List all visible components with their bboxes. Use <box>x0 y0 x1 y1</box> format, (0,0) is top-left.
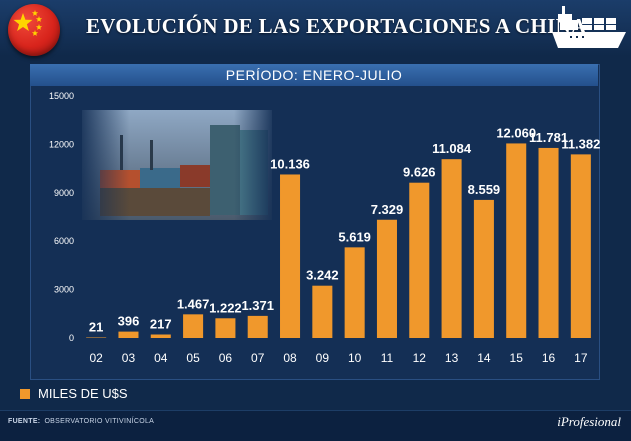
y-axis: 0 3000 6000 9000 12000 15000 <box>49 91 74 343</box>
source-text: OBSERVATORIO VITIVINÍCOLA <box>44 418 155 425</box>
data-label: 10.136 <box>270 156 310 171</box>
data-label: 12.060 <box>496 125 536 140</box>
bar <box>247 315 268 338</box>
page-title: EVOLUCIÓN DE LAS EXPORTACIONES A CHINA <box>86 14 587 38</box>
bar <box>441 159 462 338</box>
data-label: 217 <box>150 316 172 331</box>
x-tick-label: 08 <box>283 351 297 365</box>
x-tick-label: 17 <box>574 351 588 365</box>
y-tick-label: 6000 <box>54 236 74 246</box>
period-label: PERÍODO: ENERO-JULIO <box>30 64 598 86</box>
x-tick-label: 10 <box>348 351 362 365</box>
x-tick-label: 16 <box>542 351 556 365</box>
data-label: 11.781 <box>529 130 568 145</box>
bar <box>376 219 397 338</box>
x-axis: 02 03 04 05 06 07 08 09 10 11 12 13 14 15 16 17 <box>89 351 587 365</box>
x-tick-label: 11 <box>381 351 394 365</box>
bar <box>344 247 365 338</box>
bar <box>150 334 171 338</box>
container-port-photo <box>82 110 272 220</box>
x-tick-label: 06 <box>219 351 233 365</box>
x-tick-label: 07 <box>251 351 265 365</box>
bar <box>183 314 204 338</box>
data-label: 1.222 <box>209 300 242 315</box>
data-label: 21 <box>89 320 103 335</box>
bar <box>570 154 591 338</box>
data-label: 11.382 <box>561 136 600 151</box>
data-label: 1.371 <box>241 298 274 313</box>
value-labels: 21 396 217 1.467 1.222 1.371 10.136 3.242 5.6197… <box>89 125 600 334</box>
bar <box>473 199 494 338</box>
x-tick-label: 09 <box>316 351 330 365</box>
x-tick-label: 05 <box>186 351 200 365</box>
source-note: FUENTE: OBSERVATORIO VITIVINÍCOLA <box>8 418 154 425</box>
bar <box>538 147 559 338</box>
data-label: 3.242 <box>306 268 339 283</box>
y-tick-label: 3000 <box>54 285 74 295</box>
y-tick-label: 0 <box>69 333 74 343</box>
source-label: FUENTE: <box>8 418 41 425</box>
bar <box>118 331 139 338</box>
x-tick-label: 03 <box>122 351 136 365</box>
bars <box>86 143 591 338</box>
data-label: 7.329 <box>371 202 404 217</box>
x-tick-label: 12 <box>413 351 427 365</box>
x-tick-label: 02 <box>89 351 103 365</box>
y-tick-label: 9000 <box>54 188 74 198</box>
x-tick-label: 04 <box>154 351 168 365</box>
bar <box>506 143 527 338</box>
bar <box>280 174 301 338</box>
x-tick-label: 14 <box>477 351 491 365</box>
bar <box>312 285 333 338</box>
data-label: 9.626 <box>403 165 436 180</box>
legend: MILES DE U$S <box>20 386 128 402</box>
data-label: 396 <box>118 314 140 329</box>
data-label: 8.559 <box>468 182 501 197</box>
legend-label: MILES DE U$S <box>38 386 128 401</box>
y-tick-label: 15000 <box>49 91 74 101</box>
bar <box>86 337 107 338</box>
x-tick-label: 15 <box>510 351 524 365</box>
brand-logo: iProfesional <box>557 414 621 429</box>
y-tick-label: 12000 <box>49 139 74 149</box>
china-flag-icon <box>8 4 60 56</box>
header-bar <box>0 0 631 56</box>
bar <box>409 182 430 338</box>
x-tick-label: 13 <box>445 351 459 365</box>
bar <box>215 318 236 338</box>
cargo-ship-icon <box>548 4 628 59</box>
data-label: 1.467 <box>177 296 210 311</box>
footer-bar <box>0 410 631 441</box>
legend-swatch <box>20 389 30 399</box>
data-label: 5.619 <box>338 229 371 244</box>
data-label: 11.084 <box>432 141 472 156</box>
